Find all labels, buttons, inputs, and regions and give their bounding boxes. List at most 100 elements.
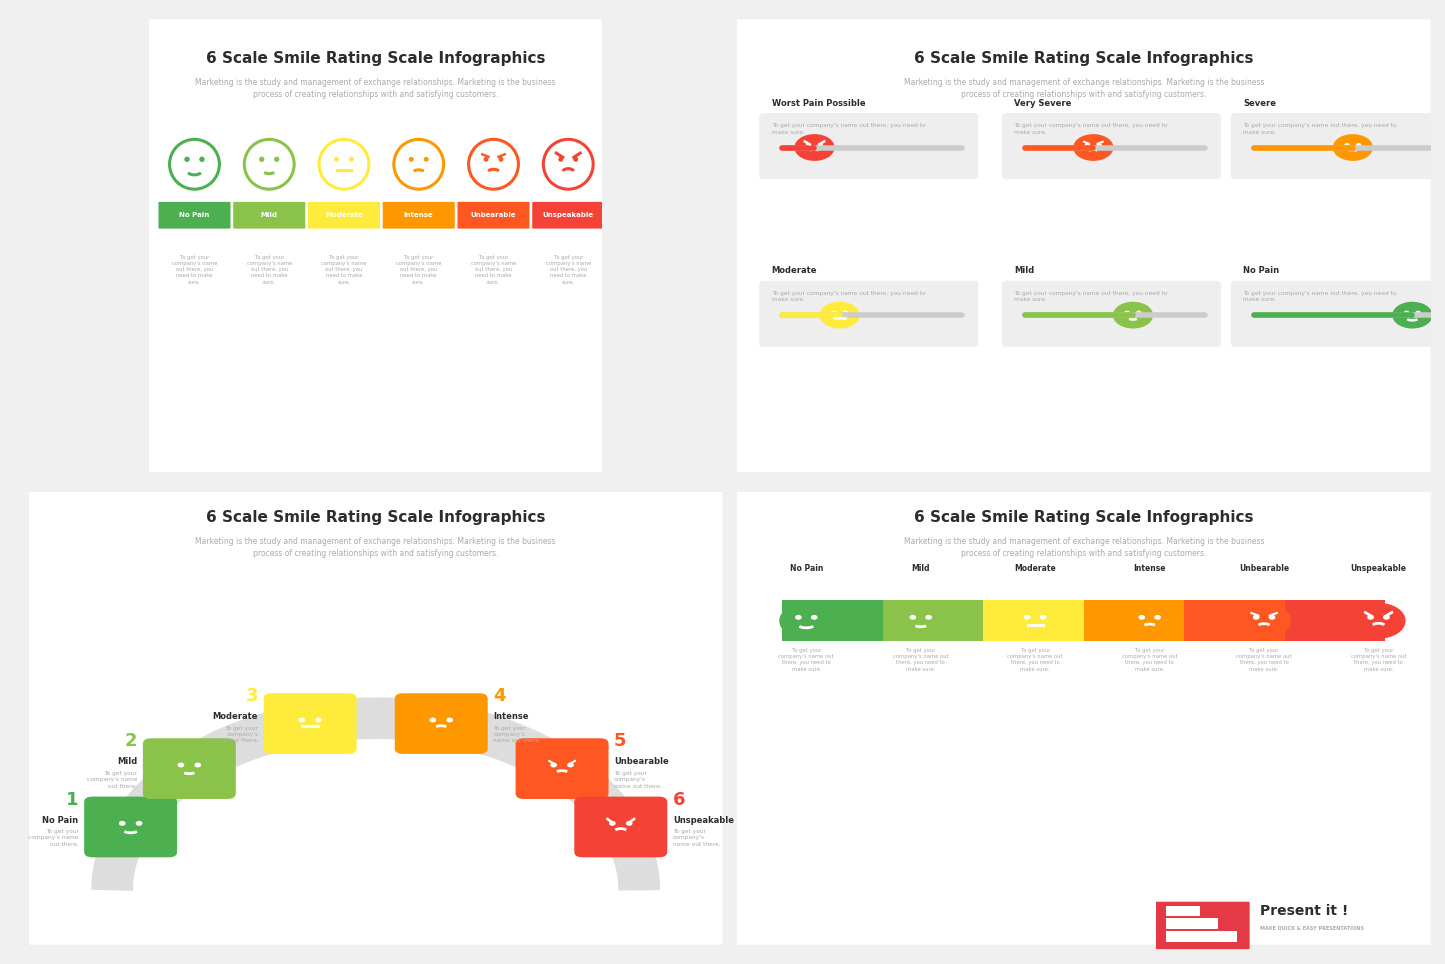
Text: To get your company's name out there, you need to
make sure.: To get your company's name out there, yo…	[772, 291, 925, 303]
Circle shape	[1114, 303, 1153, 328]
Circle shape	[926, 616, 931, 619]
Circle shape	[1384, 616, 1389, 619]
Text: 6 Scale Smile Rating Scale Infographics: 6 Scale Smile Rating Scale Infographics	[207, 510, 545, 524]
Circle shape	[910, 616, 916, 619]
Circle shape	[447, 718, 452, 722]
Circle shape	[120, 821, 124, 825]
Text: To get your
company's name
out there, you
need to make
sure.: To get your company's name out there, yo…	[247, 254, 292, 284]
Bar	[1285, 601, 1386, 641]
Circle shape	[484, 157, 488, 161]
Text: To get your
company's name out
there, you need to
make sure.: To get your company's name out there, yo…	[779, 648, 834, 672]
FancyBboxPatch shape	[516, 738, 608, 799]
FancyBboxPatch shape	[759, 281, 978, 347]
Bar	[1166, 931, 1237, 942]
FancyBboxPatch shape	[233, 201, 305, 228]
Text: 6 Scale Smile Rating Scale Infographics: 6 Scale Smile Rating Scale Infographics	[915, 51, 1253, 66]
Text: To get your
company's name out
there, you need to
make sure.: To get your company's name out there, yo…	[893, 648, 948, 672]
FancyBboxPatch shape	[759, 113, 978, 179]
Circle shape	[812, 616, 816, 619]
Circle shape	[1097, 144, 1101, 147]
Text: To get your
company's
name out there,: To get your company's name out there,	[493, 726, 540, 743]
Text: Intense: Intense	[493, 712, 529, 721]
Text: Unspeakable: Unspeakable	[543, 212, 594, 218]
Circle shape	[821, 303, 860, 328]
FancyBboxPatch shape	[84, 796, 178, 857]
Circle shape	[551, 763, 556, 766]
FancyBboxPatch shape	[737, 19, 1431, 472]
Text: Moderate: Moderate	[772, 266, 816, 276]
Text: To get your
company's name
out there, you
need to make
sure.: To get your company's name out there, yo…	[471, 254, 516, 284]
Circle shape	[1074, 135, 1113, 160]
Text: To get your company's name out there, you need to
make sure.: To get your company's name out there, yo…	[1243, 123, 1397, 135]
Text: To get your
company's
name out there,: To get your company's name out there,	[211, 726, 259, 743]
Text: Present it !: Present it !	[1260, 904, 1348, 918]
Text: Marketing is the study and management of exchange relationships. Marketing is th: Marketing is the study and management of…	[903, 537, 1264, 558]
Circle shape	[574, 157, 578, 161]
Circle shape	[499, 157, 503, 161]
Circle shape	[796, 616, 801, 619]
FancyBboxPatch shape	[1231, 281, 1445, 347]
Bar	[1166, 906, 1201, 916]
Text: Unbearable: Unbearable	[471, 212, 516, 218]
Circle shape	[1085, 144, 1090, 147]
Text: To get your
company's name out
there, you need to
make sure.: To get your company's name out there, yo…	[1007, 648, 1064, 672]
Text: 4: 4	[493, 687, 506, 706]
FancyBboxPatch shape	[458, 201, 529, 228]
Text: 2: 2	[124, 733, 137, 750]
Circle shape	[1368, 616, 1373, 619]
Text: No Pain: No Pain	[42, 816, 78, 824]
Text: Mild: Mild	[117, 758, 137, 766]
Text: To get your
company's name
out there, you
need to make
sure.: To get your company's name out there, yo…	[546, 254, 591, 284]
Circle shape	[316, 718, 321, 722]
Text: Severe: Severe	[1243, 98, 1276, 108]
Text: To get your company's name out there, you need to
make sure.: To get your company's name out there, yo…	[1243, 291, 1397, 303]
Text: To get your
company's name
out there,: To get your company's name out there,	[27, 829, 78, 846]
Text: Moderate: Moderate	[1014, 564, 1056, 574]
Circle shape	[1416, 311, 1420, 314]
Text: To get your
company's name
out there, you
need to make
sure.: To get your company's name out there, yo…	[172, 254, 217, 284]
Circle shape	[1137, 311, 1140, 314]
Text: Marketing is the study and management of exchange relationships. Marketing is th: Marketing is the study and management of…	[195, 537, 556, 558]
Text: To get your
company's name out
there, you need to
make sure.: To get your company's name out there, yo…	[1121, 648, 1178, 672]
Text: No Pain: No Pain	[1243, 266, 1279, 276]
Bar	[1084, 601, 1185, 641]
FancyBboxPatch shape	[29, 492, 722, 945]
Text: To get your company's name out there, you need to
make sure.: To get your company's name out there, yo…	[772, 123, 925, 135]
FancyBboxPatch shape	[1001, 113, 1221, 179]
Text: Marketing is the study and management of exchange relationships. Marketing is th: Marketing is the study and management of…	[195, 78, 556, 99]
Circle shape	[1345, 144, 1350, 147]
Text: To get your
company's name out
there, you need to
make sure.: To get your company's name out there, yo…	[1237, 648, 1292, 672]
Text: Worst Pain Possible: Worst Pain Possible	[772, 98, 866, 108]
Circle shape	[568, 763, 574, 766]
Circle shape	[431, 718, 435, 722]
Text: Moderate: Moderate	[212, 712, 259, 721]
FancyBboxPatch shape	[1001, 281, 1221, 347]
FancyBboxPatch shape	[737, 492, 1431, 945]
Circle shape	[275, 157, 279, 161]
Bar	[1166, 919, 1218, 929]
Text: To get your
company's
name out there,: To get your company's name out there,	[614, 771, 662, 789]
Bar	[883, 601, 983, 641]
Circle shape	[795, 135, 834, 160]
Circle shape	[832, 311, 835, 314]
Text: Moderate: Moderate	[325, 212, 363, 218]
Text: Intense: Intense	[403, 212, 434, 218]
FancyBboxPatch shape	[394, 693, 488, 754]
Circle shape	[559, 157, 562, 161]
Circle shape	[894, 603, 946, 638]
Text: Mild: Mild	[260, 212, 277, 218]
Circle shape	[178, 763, 184, 766]
Circle shape	[780, 603, 832, 638]
FancyBboxPatch shape	[532, 201, 604, 228]
Text: Unspeakable: Unspeakable	[673, 816, 734, 824]
Circle shape	[1126, 311, 1129, 314]
Text: Unbearable: Unbearable	[614, 758, 669, 766]
Text: MAKE QUICK & EASY PRESENTATIONS: MAKE QUICK & EASY PRESENTATIONS	[1260, 925, 1364, 931]
Text: To get your
company's name
out there, you
need to make
sure.: To get your company's name out there, yo…	[396, 254, 441, 284]
FancyBboxPatch shape	[1231, 113, 1445, 179]
FancyBboxPatch shape	[149, 19, 603, 472]
Circle shape	[610, 821, 616, 825]
FancyBboxPatch shape	[263, 693, 357, 754]
Circle shape	[1254, 616, 1259, 619]
Circle shape	[1155, 616, 1160, 619]
